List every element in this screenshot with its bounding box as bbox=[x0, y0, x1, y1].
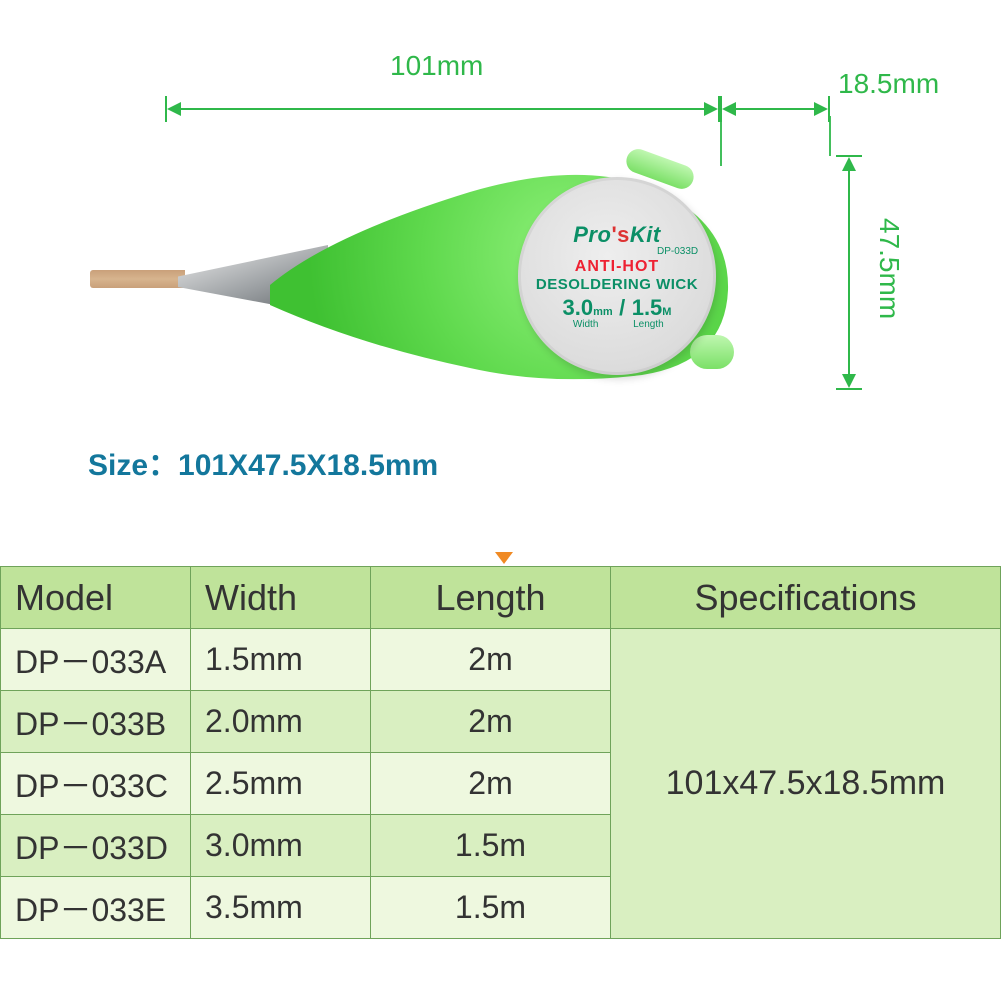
cell-model: DP－033E bbox=[1, 877, 191, 939]
label-width-unit: mm bbox=[593, 306, 613, 318]
label-spec: 3.0mm / 1.5M bbox=[532, 295, 702, 321]
dim-length-label: 101mm bbox=[390, 50, 483, 82]
cell-model: DP－033B bbox=[1, 691, 191, 753]
product-illustration: Pro'sKit DP-033D ANTI-HOT DESOLDERING WI… bbox=[160, 155, 730, 395]
col-spec: Specifications bbox=[611, 567, 1001, 629]
body-ridge bbox=[690, 335, 734, 369]
label-sub-length: Length bbox=[618, 319, 678, 330]
cell-length: 2m bbox=[371, 629, 611, 691]
cell-length: 1.5m bbox=[371, 877, 611, 939]
label-length-unit: M bbox=[662, 306, 671, 318]
cell-model: DP－033C bbox=[1, 753, 191, 815]
cell-model: DP－033D bbox=[1, 815, 191, 877]
dim-height-line bbox=[830, 155, 870, 390]
table-header-row: Model Width Length Specifications bbox=[1, 567, 1001, 629]
cell-length: 2m bbox=[371, 753, 611, 815]
dimension-diagram: 101mm 18.5mm 47.5mm Pro'sKit DP-033D ANT… bbox=[0, 0, 1001, 520]
cell-width: 3.0mm bbox=[191, 815, 371, 877]
wick-tip bbox=[90, 270, 185, 288]
cell-width: 2.5mm bbox=[191, 753, 371, 815]
cell-model: DP－033A bbox=[1, 629, 191, 691]
table-row: DP－033A 1.5mm 2m 101x47.5x18.5mm bbox=[1, 629, 1001, 691]
specifications-table: Model Width Length Specifications DP－033… bbox=[0, 566, 1001, 939]
cell-width: 1.5mm bbox=[191, 629, 371, 691]
cell-spec: 101x47.5x18.5mm bbox=[611, 629, 1001, 939]
brand-suffix: Kit bbox=[630, 222, 661, 247]
col-width: Width bbox=[191, 567, 371, 629]
dim-depth-label: 18.5mm bbox=[838, 68, 939, 100]
guide-line bbox=[829, 116, 831, 156]
label-line-2: DESOLDERING WICK bbox=[532, 276, 702, 293]
product-label-disc: Pro'sKit DP-033D ANTI-HOT DESOLDERING WI… bbox=[518, 177, 716, 375]
brand-prefix: Pro bbox=[573, 222, 611, 247]
cell-length: 1.5m bbox=[371, 815, 611, 877]
cell-length: 2m bbox=[371, 691, 611, 753]
label-line-1: ANTI-HOT bbox=[532, 258, 702, 276]
cell-width: 2.0mm bbox=[191, 691, 371, 753]
dim-depth-line bbox=[720, 90, 830, 130]
brand-accent: 's bbox=[611, 222, 629, 247]
dim-length-line bbox=[165, 90, 720, 130]
label-length-value: 1.5 bbox=[632, 295, 663, 320]
size-summary-text: Size：101X47.5X18.5mm bbox=[88, 440, 438, 484]
label-width-value: 3.0 bbox=[563, 295, 594, 320]
separator-triangle-icon bbox=[495, 552, 513, 564]
cell-width: 3.5mm bbox=[191, 877, 371, 939]
label-sub: Width Length bbox=[532, 319, 702, 330]
brand-logo: Pro'sKit bbox=[532, 222, 702, 248]
dim-height-label: 47.5mm bbox=[873, 218, 905, 319]
col-length: Length bbox=[371, 567, 611, 629]
label-sub-width: Width bbox=[556, 319, 616, 330]
col-model: Model bbox=[1, 567, 191, 629]
